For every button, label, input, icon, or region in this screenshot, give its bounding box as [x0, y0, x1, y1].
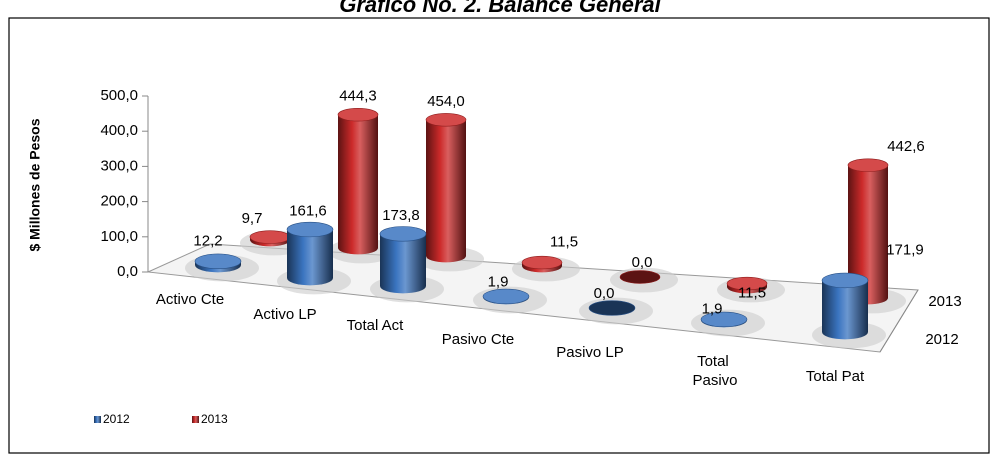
depth-axis	[879, 289, 919, 353]
value-label: 173,8	[382, 207, 420, 224]
value-label: 454,0	[427, 93, 465, 110]
y-axis-label: $ Millones de Pesos	[27, 118, 43, 251]
value-label: 11,5	[738, 285, 766, 302]
value-label: 171,9	[886, 241, 924, 258]
cylinder	[619, 270, 661, 284]
legend-label: 2013	[201, 412, 228, 426]
value-label: 0,0	[594, 285, 615, 302]
x-tick-label: Total Act	[347, 317, 405, 334]
x-tick-label: Activo LP	[253, 306, 316, 323]
legend-label: 2012	[103, 412, 130, 426]
x-tick-label: Activo Cte	[156, 291, 224, 308]
value-label: 9,7	[242, 210, 263, 227]
cylinder	[249, 230, 291, 247]
cylinder	[726, 276, 768, 294]
x-tick-label: Pasivo LP	[556, 344, 624, 361]
cylinder	[847, 158, 889, 305]
cylinder	[379, 226, 427, 294]
y-tick-label: 100,0	[100, 228, 138, 245]
y-tick-label: 0,0	[117, 263, 138, 280]
depth-label: 2013	[928, 293, 961, 310]
value-label: 1,9	[702, 300, 723, 317]
legend-swatch	[94, 416, 101, 423]
cylinder	[337, 108, 379, 255]
legend-swatch	[192, 416, 199, 423]
cylinder	[700, 311, 748, 328]
depth-label: 2012	[925, 331, 958, 348]
cylinder	[425, 113, 467, 263]
value-label: 0,0	[632, 254, 653, 271]
cylinder	[194, 253, 242, 273]
value-label: 12,2	[193, 232, 222, 249]
cylinder	[482, 288, 530, 305]
value-label: 444,3	[339, 88, 377, 105]
cylinder	[821, 272, 869, 340]
value-label: 442,6	[887, 138, 925, 155]
chart-border	[8, 17, 990, 454]
cylinder	[588, 300, 636, 316]
y-tick-label: 300,0	[100, 157, 138, 174]
cylinder	[286, 221, 334, 286]
x-tick-label: Total Pat	[806, 368, 865, 385]
chart-title: Gráfico No. 2. Balance General	[339, 0, 661, 17]
value-label: 161,6	[289, 202, 327, 219]
cylinder	[521, 255, 563, 273]
value-label: 1,9	[488, 273, 509, 290]
value-label: 11,5	[550, 234, 578, 251]
y-tick-label: 500,0	[100, 87, 138, 104]
y-tick-label: 400,0	[100, 122, 138, 139]
x-tick-label: Pasivo Cte	[442, 331, 515, 348]
y-tick-label: 200,0	[100, 193, 138, 210]
x-tick-label: Total Pasivo	[692, 353, 737, 389]
